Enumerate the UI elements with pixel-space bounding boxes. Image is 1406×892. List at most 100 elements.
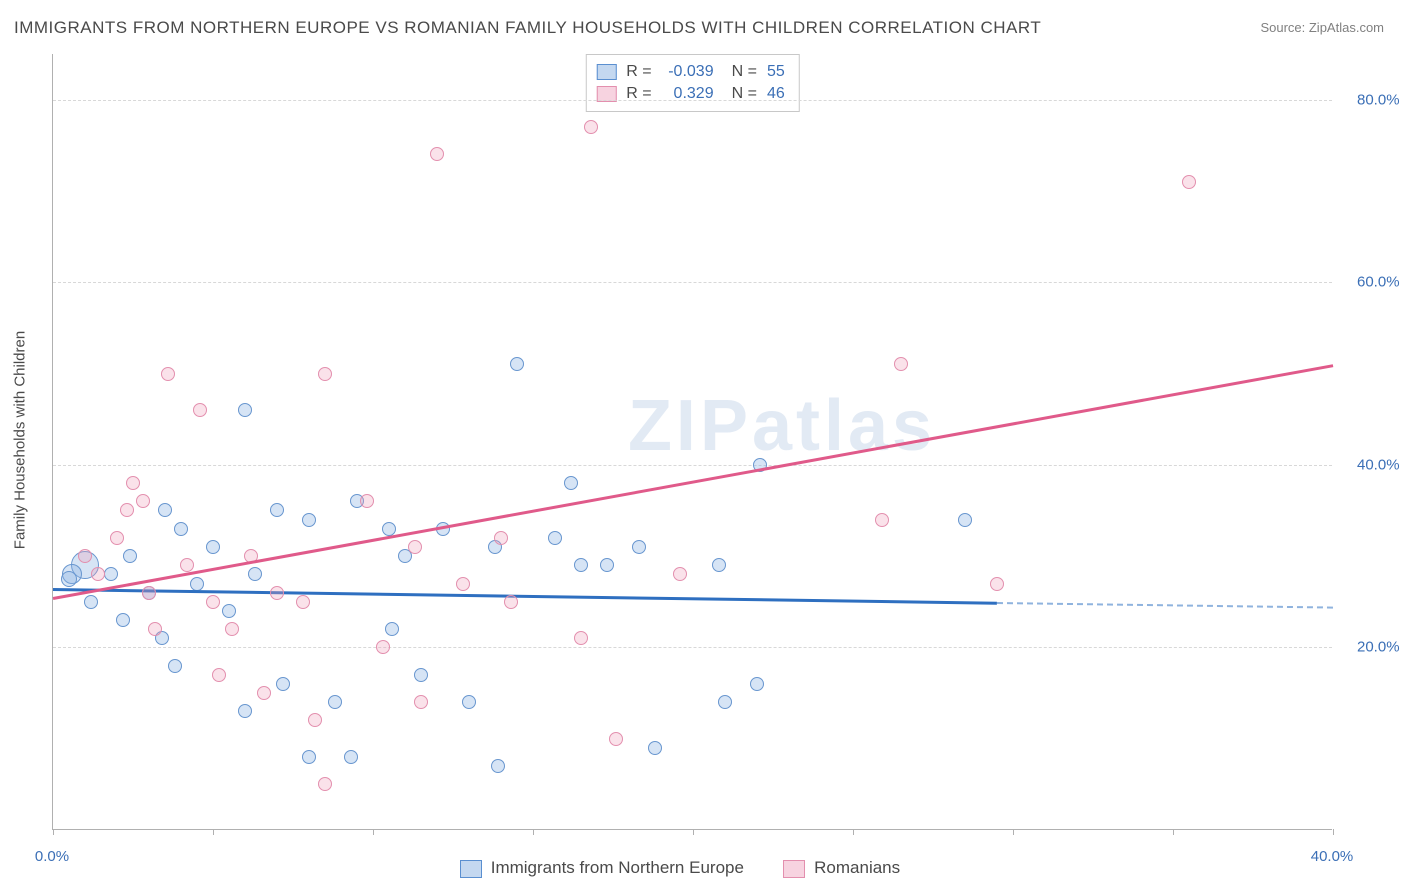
scatter-point bbox=[104, 567, 118, 581]
swatch-icon bbox=[460, 860, 482, 878]
scatter-point bbox=[270, 586, 284, 600]
trend-line-dashed bbox=[997, 602, 1333, 609]
scatter-point bbox=[456, 577, 470, 591]
gridline bbox=[53, 282, 1332, 283]
scatter-point bbox=[84, 595, 98, 609]
scatter-point bbox=[225, 622, 239, 636]
scatter-point bbox=[126, 476, 140, 490]
series-label: Immigrants from Northern Europe bbox=[491, 858, 744, 877]
scatter-point bbox=[257, 686, 271, 700]
scatter-point bbox=[491, 759, 505, 773]
source-attribution: Source: ZipAtlas.com bbox=[1260, 20, 1384, 35]
scatter-point bbox=[110, 531, 124, 545]
scatter-point bbox=[750, 677, 764, 691]
scatter-point bbox=[609, 732, 623, 746]
scatter-point bbox=[712, 558, 726, 572]
scatter-point bbox=[504, 595, 518, 609]
swatch-icon bbox=[596, 64, 616, 80]
scatter-point bbox=[632, 540, 646, 554]
scatter-point bbox=[574, 558, 588, 572]
scatter-point bbox=[238, 704, 252, 718]
scatter-point bbox=[376, 640, 390, 654]
r-value: 0.329 bbox=[658, 83, 714, 105]
gridline bbox=[53, 647, 1332, 648]
correlation-legend: R = -0.039 N = 55 R = 0.329 N = 46 bbox=[585, 54, 799, 112]
scatter-point bbox=[174, 522, 188, 536]
scatter-point bbox=[564, 476, 578, 490]
y-axis-label: Family Households with Children bbox=[12, 331, 29, 549]
scatter-point bbox=[414, 668, 428, 682]
scatter-point bbox=[61, 571, 77, 587]
scatter-point bbox=[673, 567, 687, 581]
scatter-point bbox=[548, 531, 562, 545]
trend-line bbox=[53, 588, 997, 604]
x-tick-label: 40.0% bbox=[1311, 848, 1354, 865]
scatter-point bbox=[91, 567, 105, 581]
scatter-point bbox=[142, 586, 156, 600]
scatter-point bbox=[344, 750, 358, 764]
y-tick-label: 40.0% bbox=[1357, 456, 1400, 473]
n-value: 46 bbox=[767, 83, 785, 105]
legend-row-blue: R = -0.039 N = 55 bbox=[596, 61, 784, 83]
scatter-point bbox=[190, 577, 204, 591]
r-value: -0.039 bbox=[658, 61, 714, 83]
scatter-point bbox=[600, 558, 614, 572]
scatter-point bbox=[136, 494, 150, 508]
scatter-point bbox=[360, 494, 374, 508]
scatter-point bbox=[168, 659, 182, 673]
scatter-point bbox=[894, 357, 908, 371]
scatter-point bbox=[990, 577, 1004, 591]
series-label: Romanians bbox=[814, 858, 900, 877]
scatter-point bbox=[116, 613, 130, 627]
scatter-point bbox=[408, 540, 422, 554]
scatter-point bbox=[1182, 175, 1196, 189]
scatter-point bbox=[212, 668, 226, 682]
scatter-point bbox=[193, 403, 207, 417]
x-tick bbox=[853, 829, 854, 835]
watermark: ZIPatlas bbox=[628, 385, 936, 467]
scatter-point bbox=[574, 631, 588, 645]
scatter-point bbox=[958, 513, 972, 527]
y-tick-label: 60.0% bbox=[1357, 274, 1400, 291]
r-label: R = bbox=[626, 83, 651, 105]
scatter-point bbox=[382, 522, 396, 536]
scatter-point bbox=[308, 713, 322, 727]
scatter-point bbox=[248, 567, 262, 581]
legend-row-pink: R = 0.329 N = 46 bbox=[596, 83, 784, 105]
scatter-point bbox=[158, 503, 172, 517]
scatter-point bbox=[180, 558, 194, 572]
scatter-point bbox=[78, 549, 92, 563]
scatter-point bbox=[584, 120, 598, 134]
gridline bbox=[53, 465, 1332, 466]
chart-title: IMMIGRANTS FROM NORTHERN EUROPE VS ROMAN… bbox=[14, 18, 1041, 38]
scatter-point bbox=[430, 147, 444, 161]
x-tick bbox=[53, 829, 54, 835]
n-label: N = bbox=[732, 61, 757, 83]
plot-area: ZIPatlas R = -0.039 N = 55 R = 0.329 N =… bbox=[52, 54, 1332, 830]
scatter-point bbox=[648, 741, 662, 755]
scatter-point bbox=[222, 604, 236, 618]
r-label: R = bbox=[626, 61, 651, 83]
scatter-point bbox=[328, 695, 342, 709]
scatter-point bbox=[875, 513, 889, 527]
series-legend: Immigrants from Northern Europe Romanian… bbox=[460, 858, 900, 878]
scatter-point bbox=[123, 549, 137, 563]
y-tick-label: 80.0% bbox=[1357, 91, 1400, 108]
x-tick bbox=[693, 829, 694, 835]
scatter-point bbox=[462, 695, 476, 709]
x-tick bbox=[1013, 829, 1014, 835]
x-tick bbox=[373, 829, 374, 835]
gridline bbox=[53, 100, 1332, 101]
scatter-point bbox=[718, 695, 732, 709]
scatter-point bbox=[206, 595, 220, 609]
scatter-point bbox=[414, 695, 428, 709]
scatter-point bbox=[494, 531, 508, 545]
x-tick bbox=[1173, 829, 1174, 835]
scatter-point bbox=[238, 403, 252, 417]
scatter-point bbox=[385, 622, 399, 636]
scatter-point bbox=[270, 503, 284, 517]
scatter-point bbox=[296, 595, 310, 609]
trend-line bbox=[53, 364, 1333, 599]
x-tick bbox=[1333, 829, 1334, 835]
scatter-point bbox=[148, 622, 162, 636]
